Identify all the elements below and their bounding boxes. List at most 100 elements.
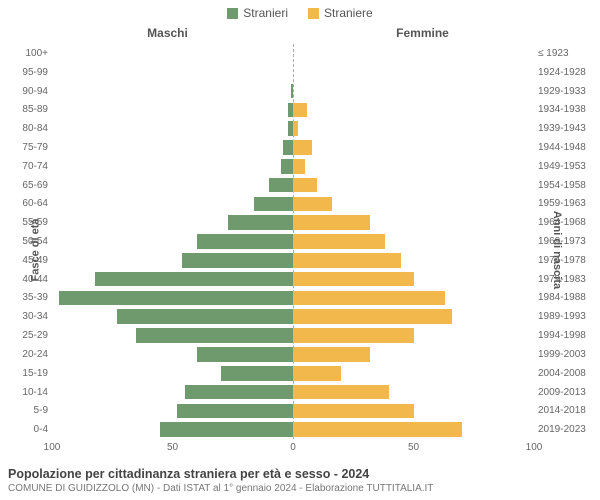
- birth-year-label: 2019-2023: [538, 424, 596, 435]
- age-label: 70-74: [8, 161, 48, 172]
- male-half: [52, 195, 293, 214]
- age-label: 30-34: [8, 311, 48, 322]
- male-half: [52, 307, 293, 326]
- x-tick: 100: [44, 442, 61, 453]
- female-half: [293, 119, 534, 138]
- bar-male: [197, 234, 293, 249]
- birth-year-label: 1924-1928: [538, 67, 596, 78]
- age-label: 90-94: [8, 86, 48, 97]
- bar-male: [254, 197, 293, 212]
- female-half: [293, 307, 534, 326]
- female-half: [293, 213, 534, 232]
- age-label: 10-14: [8, 387, 48, 398]
- birth-year-label: 2014-2018: [538, 405, 596, 416]
- swatch-female: [308, 8, 319, 19]
- pyramid-row: 85-891934-1938: [52, 100, 534, 119]
- age-label: 55-59: [8, 217, 48, 228]
- female-half: [293, 383, 534, 402]
- male-half: [52, 100, 293, 119]
- bar-female: [293, 347, 370, 362]
- age-label: 80-84: [8, 123, 48, 134]
- birth-year-label: 1999-2003: [538, 349, 596, 360]
- header-male: Maschi: [0, 26, 295, 40]
- birth-year-label: 1949-1953: [538, 161, 596, 172]
- male-half: [52, 119, 293, 138]
- pyramid-row: 55-591964-1968: [52, 213, 534, 232]
- age-label: 25-29: [8, 330, 48, 341]
- pyramid-row: 90-941929-1933: [52, 82, 534, 101]
- header-female: Femmine: [295, 26, 600, 40]
- pyramid-row: 25-291994-1998: [52, 326, 534, 345]
- x-tick: 100: [526, 442, 543, 453]
- pyramid-row: 50-541969-1973: [52, 232, 534, 251]
- pyramid-row: 15-192004-2008: [52, 364, 534, 383]
- bar-female: [293, 272, 414, 287]
- pyramid-row: 100+≤ 1923: [52, 44, 534, 63]
- x-tick: 50: [408, 442, 419, 453]
- female-half: [293, 289, 534, 308]
- bar-female: [293, 121, 298, 136]
- age-label: 15-19: [8, 368, 48, 379]
- male-half: [52, 326, 293, 345]
- legend-label-male: Stranieri: [243, 6, 288, 20]
- bar-female: [293, 366, 341, 381]
- chart-subtitle: COMUNE DI GUIDIZZOLO (MN) - Dati ISTAT a…: [8, 483, 592, 494]
- female-half: [293, 270, 534, 289]
- bar-male: [283, 140, 293, 155]
- age-label: 100+: [8, 48, 48, 59]
- age-label: 60-64: [8, 198, 48, 209]
- birth-year-label: 1969-1973: [538, 236, 596, 247]
- age-label: 20-24: [8, 349, 48, 360]
- pyramid-row: 75-791944-1948: [52, 138, 534, 157]
- bar-male: [117, 309, 293, 324]
- bar-female: [293, 328, 414, 343]
- legend-label-female: Straniere: [324, 6, 373, 20]
- bar-female: [293, 197, 332, 212]
- bar-male: [281, 159, 293, 174]
- bar-male: [269, 178, 293, 193]
- pyramid-row: 95-991924-1928: [52, 63, 534, 82]
- birth-year-label: 1959-1963: [538, 198, 596, 209]
- pyramid-row: 80-841939-1943: [52, 119, 534, 138]
- age-label: 35-39: [8, 292, 48, 303]
- birth-year-label: 1954-1958: [538, 180, 596, 191]
- male-half: [52, 213, 293, 232]
- birth-year-label: 1984-1988: [538, 292, 596, 303]
- bar-female: [293, 140, 312, 155]
- age-label: 0-4: [8, 424, 48, 435]
- legend-item-female: Straniere: [308, 6, 373, 20]
- bar-male: [228, 215, 293, 230]
- female-half: [293, 232, 534, 251]
- female-half: [293, 326, 534, 345]
- legend: Stranieri Straniere: [0, 0, 600, 20]
- x-axis: 10050050100: [52, 442, 534, 458]
- bar-male: [136, 328, 293, 343]
- female-half: [293, 100, 534, 119]
- male-half: [52, 383, 293, 402]
- age-label: 65-69: [8, 180, 48, 191]
- pyramid-row: 70-741949-1953: [52, 157, 534, 176]
- bar-male: [95, 272, 293, 287]
- birth-year-label: 1939-1943: [538, 123, 596, 134]
- female-half: [293, 63, 534, 82]
- age-label: 85-89: [8, 104, 48, 115]
- chart-area: 100+≤ 192395-991924-192890-941929-193385…: [52, 44, 534, 439]
- age-label: 95-99: [8, 67, 48, 78]
- birth-year-label: 1944-1948: [538, 142, 596, 153]
- bar-male: [185, 385, 293, 400]
- bar-female: [293, 404, 414, 419]
- bar-male: [197, 347, 293, 362]
- male-half: [52, 289, 293, 308]
- pyramid-row: 30-341989-1993: [52, 307, 534, 326]
- bar-female: [293, 215, 370, 230]
- male-half: [52, 63, 293, 82]
- pyramid-row: 45-491974-1978: [52, 251, 534, 270]
- age-label: 75-79: [8, 142, 48, 153]
- age-label: 50-54: [8, 236, 48, 247]
- male-half: [52, 420, 293, 439]
- chart-title: Popolazione per cittadinanza straniera p…: [8, 467, 592, 481]
- bar-female: [293, 385, 389, 400]
- age-label: 40-44: [8, 274, 48, 285]
- female-half: [293, 157, 534, 176]
- pyramid-rows: 100+≤ 192395-991924-192890-941929-193385…: [52, 44, 534, 439]
